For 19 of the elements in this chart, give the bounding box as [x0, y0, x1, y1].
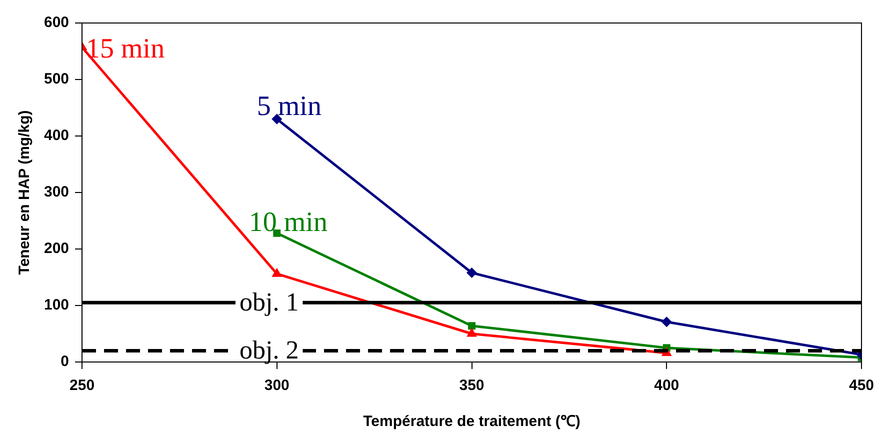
- y-tick-label: 100: [44, 296, 70, 314]
- x-tick-label: 350: [459, 377, 484, 394]
- y-tick-label: 300: [44, 184, 70, 201]
- y-tick-label: 0: [60, 353, 70, 370]
- y-axis-title: Teneur en HAP (mg/kg): [16, 110, 34, 275]
- series-label: 10 min: [248, 207, 328, 238]
- x-tick-label: 400: [654, 377, 680, 394]
- y-tick-label: 600: [44, 14, 70, 32]
- series-label: 5 min: [256, 91, 322, 122]
- x-axis-title: Température de traitement (℃): [363, 413, 580, 430]
- y-tick-label: 200: [44, 240, 70, 258]
- x-tick-label: 450: [848, 377, 874, 394]
- y-tick-label: 400: [44, 127, 70, 144]
- ref-line-label: obj. 1: [239, 288, 299, 317]
- ref-line-label: obj. 2: [239, 336, 299, 365]
- y-tick-label: 500: [44, 70, 70, 88]
- x-tick-label: 300: [264, 377, 290, 394]
- series-label: 15 min: [86, 33, 165, 64]
- x-tick-label: 250: [70, 377, 95, 394]
